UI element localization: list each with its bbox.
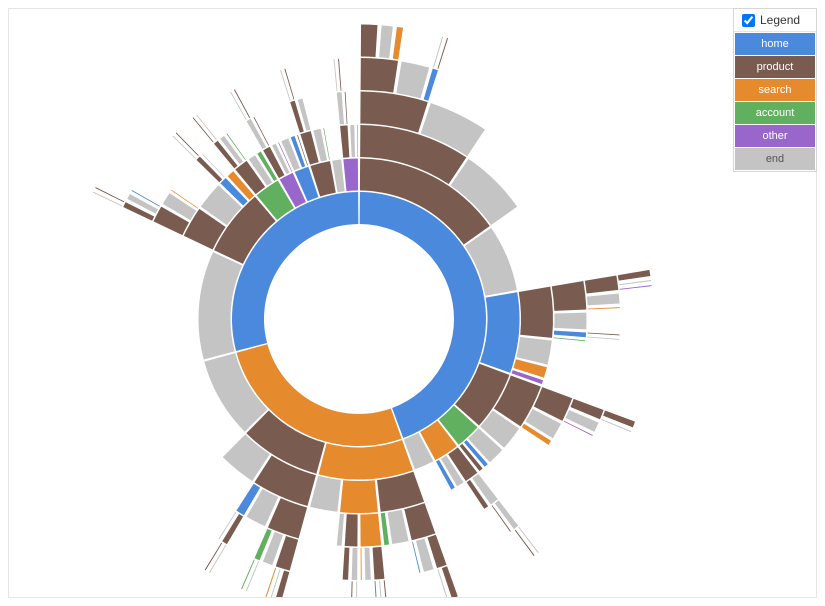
sunburst-arc[interactable] [246,561,259,591]
sunburst-arc[interactable] [350,125,355,157]
legend-item-account[interactable]: account [735,102,815,124]
sunburst-arc[interactable] [345,514,358,546]
sunburst-arc[interactable] [519,287,553,338]
sunburst-arc[interactable] [375,581,378,597]
sunburst-arc[interactable] [554,313,586,330]
sunburst-arc[interactable] [379,25,393,58]
sunburst-arc[interactable] [515,530,535,556]
legend-item-label: home [761,38,789,50]
sunburst-arc[interactable] [338,59,341,91]
sunburst-arc[interactable] [618,270,651,281]
sunburst-arc[interactable] [337,514,344,546]
sunburst-arc[interactable] [234,89,250,118]
sunburst-arc[interactable] [193,117,214,142]
sunburst-arc[interactable] [356,581,357,597]
sunburst-arc[interactable] [373,547,385,580]
sunburst-arc[interactable] [619,280,651,285]
sunburst-arc[interactable] [351,581,353,597]
chart-frame: Legend home product search account other end [0,0,825,606]
sunburst-arc[interactable] [396,62,429,99]
sunburst-arc[interactable] [587,294,620,306]
sunburst-arc[interactable] [361,58,398,93]
sunburst-arc[interactable] [343,548,350,580]
sunburst-arc[interactable] [310,476,341,512]
sunburst-arc[interactable] [554,331,586,338]
sunburst-arc[interactable] [388,510,409,544]
sunburst-arc[interactable] [345,92,348,124]
sunburst-arc[interactable] [404,503,435,540]
sunburst-arc[interactable] [516,337,551,365]
sunburst-arc[interactable] [360,514,381,547]
sunburst-arc[interactable] [433,36,443,67]
sunburst-arc[interactable] [361,25,378,58]
sunburst-arc[interactable] [588,333,620,336]
sunburst-arc[interactable] [284,69,294,100]
sunburst-arc[interactable] [337,92,344,124]
legend-item-label: search [758,84,791,96]
sunburst-arc[interactable] [603,411,635,428]
sunburst-arc[interactable] [552,281,587,311]
sunburst-arc[interactable] [588,307,620,309]
sunburst-arc[interactable] [280,70,290,101]
sunburst-arc[interactable] [340,480,378,513]
sunburst-arc[interactable] [265,568,276,597]
sunburst-arc[interactable] [247,119,266,149]
legend-item-product[interactable]: product [735,56,815,78]
sunburst-chart[interactable] [9,9,816,597]
sunburst-arc[interactable] [357,125,358,157]
legend-item-label: other [762,130,787,142]
sunburst-arc[interactable] [384,580,388,597]
sunburst-arc[interactable] [585,275,619,293]
sunburst-arc[interactable] [196,156,222,182]
legend-item-home[interactable]: home [735,33,815,55]
sunburst-arc[interactable] [381,513,389,545]
sunburst-arc[interactable] [334,59,338,91]
sunburst-arc[interactable] [437,38,448,69]
sunburst-arc[interactable] [518,527,538,553]
sunburst-arc[interactable] [196,114,217,140]
legend-item-label: end [766,153,784,165]
sunburst-arc[interactable] [275,571,289,597]
sunburst-arc[interactable] [587,337,619,340]
sunburst-arc[interactable] [352,548,358,580]
sunburst-arc[interactable] [379,581,382,597]
sunburst-arc[interactable] [343,159,358,192]
legend-item-search[interactable]: search [735,79,815,101]
legend-item-end[interactable]: end [735,148,815,170]
legend-item-other[interactable]: other [735,125,815,147]
sunburst-arc[interactable] [442,566,458,597]
sunburst-arc[interactable] [480,292,519,373]
sunburst-arc[interactable] [620,285,652,290]
sunburst-arc[interactable] [173,136,196,159]
plot-area [8,8,817,598]
sunburst-arc[interactable] [361,548,362,580]
legend-checkbox[interactable] [742,14,755,27]
legend-header: Legend [734,9,816,32]
legend-item-label: product [757,61,794,73]
sunburst-arc[interactable] [365,548,371,580]
sunburst-arc[interactable] [319,440,413,479]
sunburst-arc[interactable] [340,125,349,157]
legend-title: Legend [760,13,800,27]
legend-item-label: account [756,107,795,119]
sunburst-arc[interactable] [176,133,199,156]
sunburst-arc[interactable] [393,27,403,59]
sunburst-arc[interactable] [554,337,586,341]
legend-box: Legend home product search account other end [733,8,817,172]
